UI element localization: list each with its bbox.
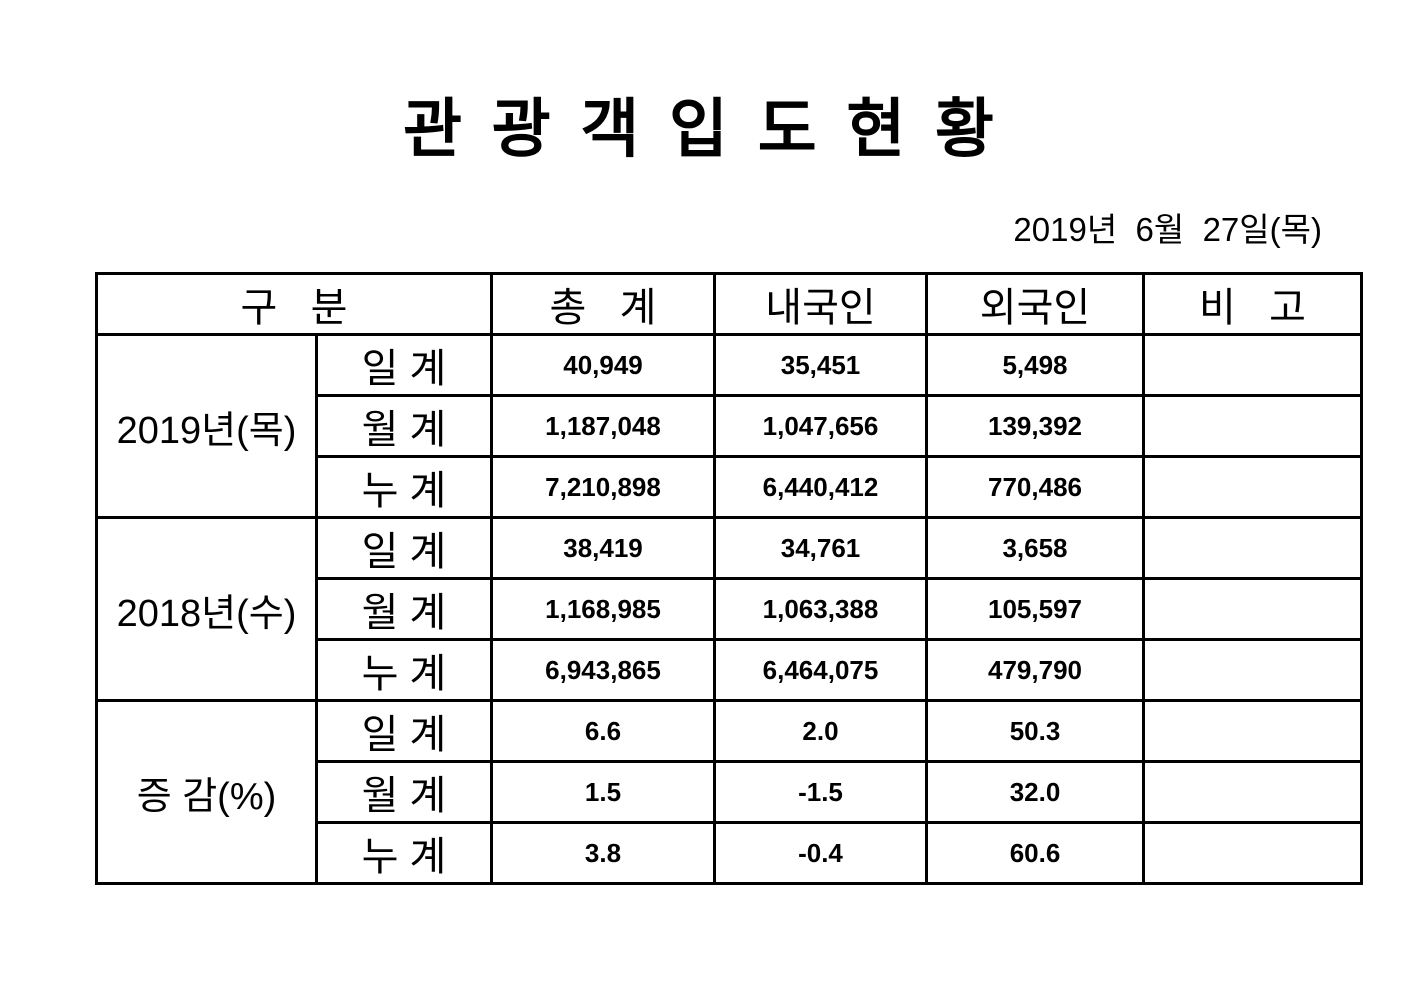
- row-label: 월 계: [315, 577, 493, 642]
- header-foreign: 외국인: [925, 272, 1145, 337]
- row-label: 누 계: [315, 821, 493, 886]
- cell-foreign: 5,498: [925, 333, 1145, 398]
- cell-domestic: 34,761: [713, 516, 928, 581]
- cell-total: 7,210,898: [490, 455, 716, 520]
- cell-foreign: 50.3: [925, 699, 1145, 764]
- cell-note: [1142, 333, 1363, 398]
- cell-total: 1,187,048: [490, 394, 716, 459]
- cell-domestic: 2.0: [713, 699, 928, 764]
- table-row: 2019년(목) 일 계 40,949 35,451 5,498: [95, 333, 1363, 520]
- cell-note: [1142, 455, 1363, 520]
- header-domestic: 내국인: [713, 272, 928, 337]
- table-row: 월 계 1.5 -1.5 32.0: [97, 760, 1363, 825]
- cell-domestic: -1.5: [713, 760, 928, 825]
- cell-foreign: 105,597: [925, 577, 1145, 642]
- table-header-row: 구 분 총 계 내국인 외국인 비 고: [95, 272, 1363, 337]
- row-label: 누 계: [315, 455, 493, 520]
- row-label: 누 계: [315, 638, 493, 703]
- date-line: 2019년 6월 27일(목): [1013, 211, 1322, 249]
- row-label: 일 계: [315, 516, 493, 581]
- cell-total: 40,949: [490, 333, 716, 398]
- group-label-2019: 2019년(목): [95, 333, 318, 520]
- row-label: 일 계: [315, 699, 493, 764]
- group-label-change: 증 감(%): [95, 699, 318, 886]
- cell-total: 1,168,985: [490, 577, 716, 642]
- cell-total: 3.8: [490, 821, 716, 886]
- cell-domestic: 35,451: [713, 333, 928, 398]
- cell-foreign: 139,392: [925, 394, 1145, 459]
- header-note: 비 고: [1142, 272, 1363, 337]
- table-row: 누 계 3.8 -0.4 60.6: [97, 821, 1363, 886]
- cell-foreign: 32.0: [925, 760, 1145, 825]
- header-total: 총 계: [490, 272, 716, 337]
- cell-domestic: 6,464,075: [713, 638, 928, 703]
- row-label: 월 계: [315, 760, 493, 825]
- table-row: 증 감(%) 일 계 6.6 2.0 50.3: [95, 699, 1363, 886]
- cell-domestic: 6,440,412: [713, 455, 928, 520]
- cell-note: [1142, 394, 1363, 459]
- cell-domestic: 1,047,656: [713, 394, 928, 459]
- group-label-2018: 2018년(수): [95, 516, 318, 703]
- cell-total: 6.6: [490, 699, 716, 764]
- cell-note: [1142, 516, 1363, 581]
- row-label: 일 계: [315, 333, 493, 398]
- cell-foreign: 479,790: [925, 638, 1145, 703]
- cell-domestic: -0.4: [713, 821, 928, 886]
- page-title: 관 광 객 입 도 현 황: [403, 93, 1000, 165]
- cell-foreign: 770,486: [925, 455, 1145, 520]
- table-row: 누 계 7,210,898 6,440,412 770,486: [97, 455, 1363, 520]
- cell-total: 1.5: [490, 760, 716, 825]
- cell-domestic: 1,063,388: [713, 577, 928, 642]
- cell-note: [1142, 638, 1363, 703]
- cell-note: [1142, 760, 1363, 825]
- cell-note: [1142, 699, 1363, 764]
- header-category: 구 분: [95, 272, 493, 337]
- tourist-arrival-table: 구 분 총 계 내국인 외국인 비 고 2019년(목) 일 계 40,949 …: [95, 272, 1363, 886]
- cell-note: [1142, 821, 1363, 886]
- cell-foreign: 3,658: [925, 516, 1145, 581]
- cell-total: 38,419: [490, 516, 716, 581]
- row-label: 월 계: [315, 394, 493, 459]
- cell-note: [1142, 577, 1363, 642]
- cell-total: 6,943,865: [490, 638, 716, 703]
- table-row: 2018년(수) 일 계 38,419 34,761 3,658: [95, 516, 1363, 703]
- cell-foreign: 60.6: [925, 821, 1145, 886]
- table-row: 누 계 6,943,865 6,464,075 479,790: [97, 638, 1363, 703]
- table-row: 월 계 1,187,048 1,047,656 139,392: [97, 394, 1363, 459]
- table-row: 월 계 1,168,985 1,063,388 105,597: [97, 577, 1363, 642]
